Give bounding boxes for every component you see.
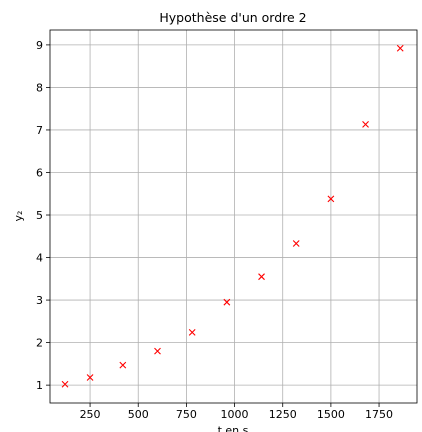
y-tick-label: 7: [36, 124, 43, 137]
y-tick-label: 9: [36, 39, 43, 52]
x-tick-label: 1250: [269, 408, 297, 421]
x-tick-label: 250: [80, 408, 101, 421]
y-axis-label: y₂: [12, 211, 25, 222]
point: [223, 298, 231, 306]
x-tick-label: 1750: [365, 408, 393, 421]
y-tick-label: 8: [36, 81, 43, 94]
point: [362, 121, 369, 128]
y-tick-label: 5: [36, 209, 43, 222]
point: [188, 329, 196, 336]
x-axis-label: t en s: [218, 424, 249, 432]
x-tick-label: 1000: [221, 408, 249, 421]
point: [292, 240, 300, 247]
y-tick-label: 4: [36, 252, 43, 265]
y-tick-label: 2: [36, 337, 43, 350]
plot-frame: [49, 29, 418, 404]
x-tick-label: 1500: [317, 408, 345, 421]
point: [61, 380, 69, 388]
point: [86, 374, 94, 381]
y-tick-label: 3: [36, 294, 43, 307]
point: [154, 347, 161, 355]
x-tick-label: 500: [128, 408, 149, 421]
y-tick-label: 6: [36, 166, 43, 179]
point: [119, 361, 127, 369]
chart-title: Hypothèse d'un ordre 2: [159, 10, 306, 25]
point: [396, 44, 404, 52]
x-tick-label: 750: [176, 408, 197, 421]
point: [327, 195, 335, 203]
point: [258, 273, 265, 281]
y-tick-label: 1: [36, 379, 43, 392]
